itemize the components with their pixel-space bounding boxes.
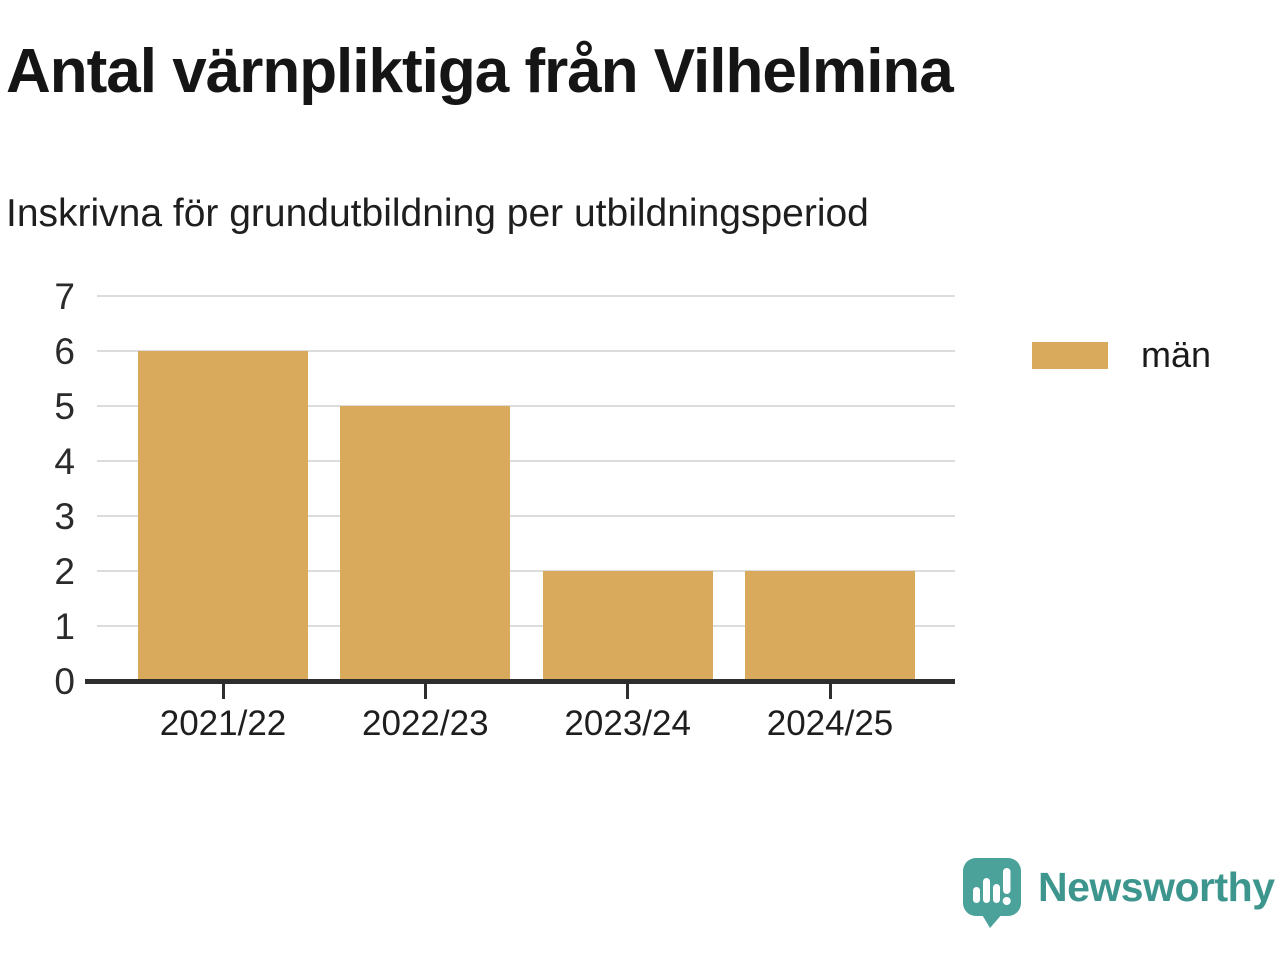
newsworthy-branding: Newsworthy xyxy=(962,857,1275,934)
y-tick-label-4: 4 xyxy=(54,441,75,482)
chart-subtitle: Inskrivna för grundutbildning per utbild… xyxy=(6,192,869,235)
x-tick-label-2023/24: 2023/24 xyxy=(564,704,691,743)
chart-title: Antal värnpliktiga från Vilhelmina xyxy=(6,37,954,106)
y-tick-label-3: 3 xyxy=(54,496,75,537)
y-tick-label-0: 0 xyxy=(54,661,75,702)
gridline-y1 xyxy=(97,625,955,627)
gridline-y5 xyxy=(97,405,955,407)
gridline-y2 xyxy=(97,570,955,572)
x-tick-label-2024/25: 2024/25 xyxy=(766,704,894,743)
x-tick-label-2021/22: 2021/22 xyxy=(159,704,287,743)
legend: män xyxy=(1032,337,1211,373)
x-tick-2023/24 xyxy=(626,684,630,699)
x-tick-2021/22 xyxy=(221,684,225,699)
y-tick-label-1: 1 xyxy=(54,606,75,647)
gridline-y7 xyxy=(97,295,955,297)
legend-swatch-man xyxy=(1032,341,1108,369)
bar-2022/23 xyxy=(340,406,511,679)
brand-name: Newsworthy xyxy=(1038,864,1275,910)
y-tick-label-7: 7 xyxy=(54,276,75,317)
y-tick-label-2: 2 xyxy=(54,551,75,592)
x-tick-2022/23 xyxy=(423,684,427,699)
legend-label: män xyxy=(1141,334,1212,375)
x-axis-line xyxy=(85,679,955,684)
bar-2021/22 xyxy=(138,351,308,679)
gridline-y6 xyxy=(97,350,955,352)
newsworthy-logo-icon xyxy=(962,857,1024,934)
bar-2024/25 xyxy=(745,571,915,679)
gridline-y3 xyxy=(97,515,955,517)
gridline-y4 xyxy=(97,460,955,462)
x-tick-2024/25 xyxy=(828,684,832,699)
x-tick-label-2022/23: 2022/23 xyxy=(362,704,489,743)
y-tick-label-6: 6 xyxy=(54,331,75,372)
y-tick-label-5: 5 xyxy=(54,386,75,427)
bar-2023/24 xyxy=(542,571,713,679)
